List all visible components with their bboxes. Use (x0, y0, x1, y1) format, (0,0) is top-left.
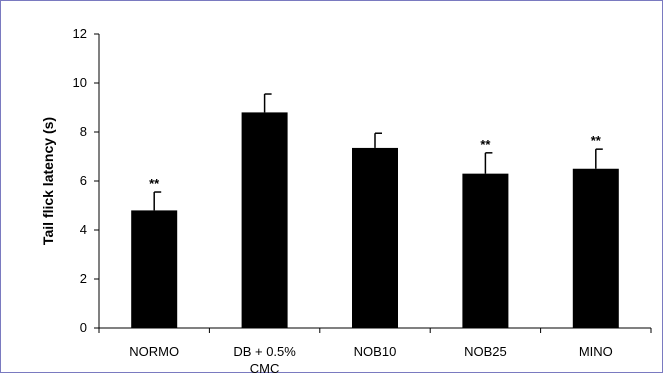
bar (462, 173, 509, 328)
y-axis-title: Tail flick latency (s) (40, 117, 56, 245)
y-tick-label: 10 (73, 75, 87, 90)
x-tick-label: NORMO (129, 344, 179, 359)
bars: ** ** ** (131, 93, 619, 329)
x-tick-label: DB + 0.5% (233, 344, 296, 359)
y-tick-label: 4 (80, 222, 87, 237)
x-axis: NORMO DB + 0.5% CMC NOB10 NOB25 MINO (98, 327, 652, 374)
x-tick-label: MINO (579, 344, 613, 359)
y-tick-label: 12 (73, 26, 87, 41)
significance-label: ** (591, 133, 602, 148)
significance-label: ** (480, 137, 491, 152)
bar (352, 147, 398, 328)
bar (241, 112, 288, 329)
x-tick-label: NOB25 (464, 344, 507, 359)
significance-label: ** (149, 176, 160, 191)
bar (572, 168, 619, 328)
x-tick-label: NOB10 (354, 344, 397, 359)
y-tick-label: 0 (80, 320, 87, 335)
y-tick-label: 2 (80, 271, 87, 286)
x-tick-label: CMC (250, 361, 280, 374)
y-axis: 0 2 4 6 8 10 12 (73, 26, 100, 335)
y-tick-label: 6 (80, 173, 87, 188)
bar (131, 210, 178, 328)
y-tick-label: 8 (80, 124, 87, 139)
